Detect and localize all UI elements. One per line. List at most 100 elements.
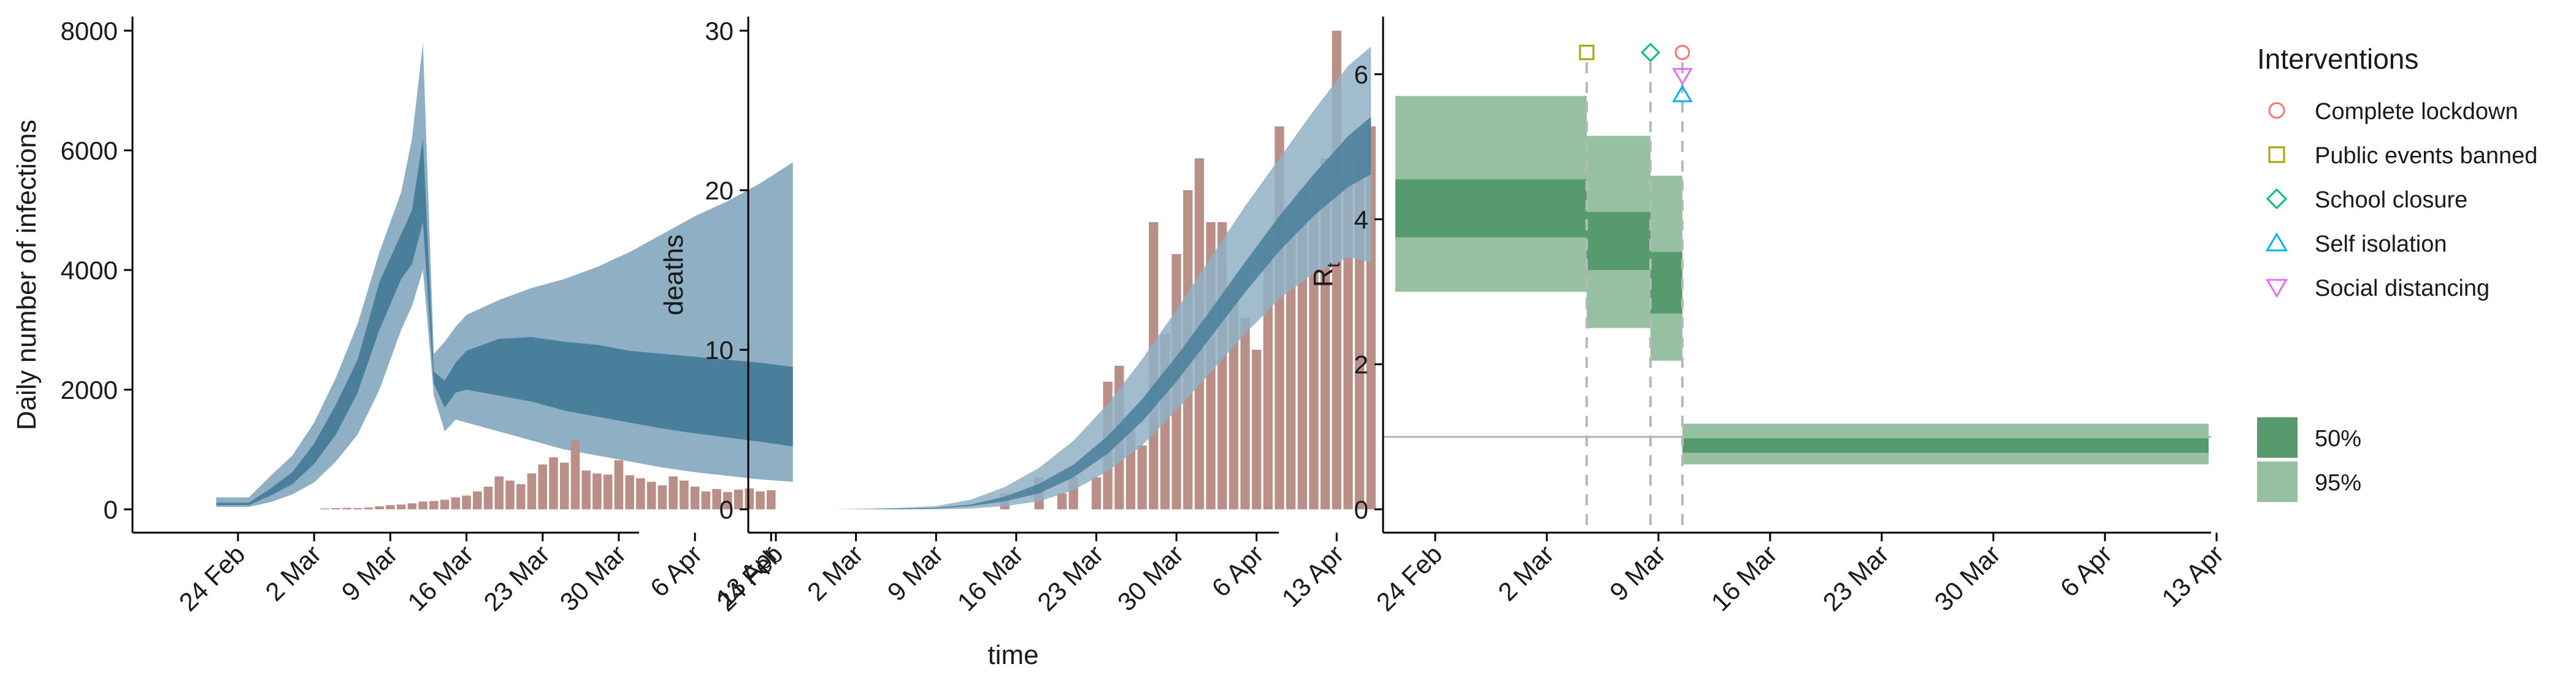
data-bar [386,505,395,509]
rt-ci-50 [1650,252,1682,314]
ci-legend-label: 50% [2315,426,2361,452]
data-bar [429,501,439,509]
data-bar [592,473,602,509]
data-bar [407,503,417,509]
y-tick-label: 4 [1354,205,1368,234]
intervention-marker [1641,42,1660,63]
rt-x-ticks: 24 Feb 2 Mar 9 Mar 16 Mar 23 Mar 30 Mar 6 Apr 1… [1371,533,2229,617]
y-tick-label: 10 [705,336,734,365]
legend-marker-diamond [2266,188,2288,210]
infections-y-ticks: 0 2000 4000 6000 8000 [61,17,132,524]
data-bar [451,497,461,509]
y-tick-label: 2000 [61,376,118,404]
data-bar [690,486,700,509]
x-tick-label: 24 Feb [1371,539,1448,617]
data-bar [657,485,667,509]
data-bar [1057,493,1067,509]
y-tick-label: 6 [1354,60,1368,89]
data-bar [375,506,384,509]
data-bar [625,475,634,509]
data-bar [342,507,351,509]
y-tick-label: 0 [719,495,734,524]
data-bar [1240,318,1250,509]
data-bar [1286,222,1296,509]
legend-marker-square [2268,146,2285,163]
x-tick-label: 23 Mar [478,539,555,617]
legend-label: Social distancing [2315,276,2490,301]
x-tick-label: 24 Feb [174,539,251,617]
data-bar [559,462,569,509]
data-bar [1091,477,1102,509]
data-bar [712,488,721,509]
y-tick-label: 30 [705,17,734,45]
data-bar [646,482,656,509]
legend-marker-circle [2268,102,2285,119]
data-bar [462,495,471,509]
data-bar [603,474,613,509]
data-bar [614,460,624,509]
rt-ci-50 [1682,438,2209,453]
rt-ci-50 [1395,179,1587,237]
data-bar [1137,446,1147,509]
data-bar [680,480,689,509]
legend-label: Complete lockdown [2315,99,2518,125]
legend-title: Interventions [2257,43,2418,75]
x-tick-label: 23 Mar [1032,539,1109,617]
data-bar [1309,206,1319,509]
legend-items: Complete lockdown Public events banned Sch… [2265,99,2537,301]
data-bar [1252,350,1262,509]
data-bar [440,500,450,509]
data-bar [538,464,547,509]
deaths-y-axis-title: deaths [659,234,689,315]
ci-legend: 50% 95% [2257,417,2361,502]
data-bar [483,486,493,509]
x-tick-label: 23 Mar [1817,539,1895,617]
ci-legend-swatch [2257,417,2298,458]
data-bar [353,508,362,509]
data-bar [494,476,504,509]
rt-ci-50 [1587,212,1650,270]
data-bar [570,440,580,509]
data-bar [505,480,515,509]
x-tick-label: 13 Apr [1276,539,1349,612]
data-bar [331,508,340,509]
intervention-marker [1579,44,1595,60]
y-tick-label: 4000 [61,256,118,285]
ci-legend-swatch [2257,461,2298,502]
ci-95-band [216,42,793,507]
data-bar [364,507,374,509]
y-tick-label: 0 [1354,495,1368,524]
x-tick-label: 9 Mar [1604,539,1671,606]
x-tick-label: 30 Mar [1929,539,2006,617]
x-tick-label: 6 Apr [1206,539,1269,603]
x-tick-label: 30 Mar [1112,539,1189,617]
interventions-legend: Interventions Complete lockdown Public ev… [2257,43,2537,502]
legend-label: Public events banned [2315,143,2537,169]
data-bar [701,491,711,509]
x-tick-label: 9 Mar [881,539,948,606]
y-tick-label: 0 [104,495,118,524]
deaths-plot-area [833,31,1376,509]
data-bar [473,491,482,509]
data-bar [745,488,754,509]
y-tick-label: 8000 [61,17,118,45]
legend-marker-triangle-down [2265,279,2288,298]
data-bar [766,490,776,509]
intervention-marker [1674,44,1690,60]
legend-label: School closure [2315,187,2467,213]
x-tick-label: 16 Mar [402,539,479,617]
deaths-x-axis-title: time [987,640,1038,670]
x-tick-label: 9 Mar [336,539,403,606]
data-bar [516,484,526,509]
data-bar [396,504,406,509]
x-tick-label: 16 Mar [952,539,1029,617]
rt-panel: 0 2 4 6 24 Feb 2 Mar 9 Mar 16 Mar 23 Mar 30 Mar 6… [1308,17,2229,617]
x-tick-label: 2 Mar [259,539,326,606]
x-tick-label: 2 Mar [802,539,868,606]
ci-legend-label: 95% [2315,470,2361,496]
intervention-marker [1672,68,1693,86]
legend-label: Self isolation [2315,231,2447,257]
y-tick-label: 6000 [61,136,118,165]
